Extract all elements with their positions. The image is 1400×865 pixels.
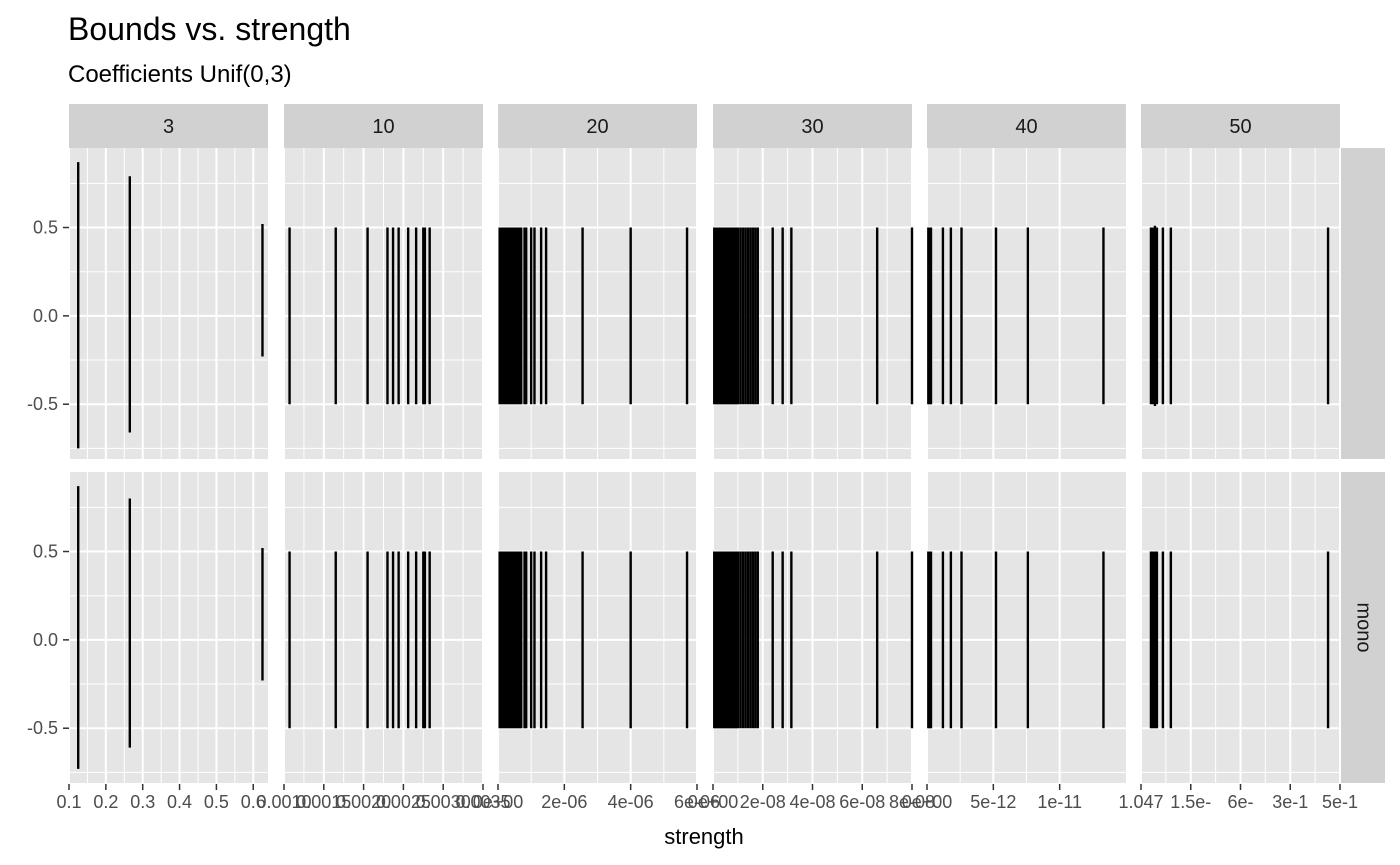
row-strip: [1341, 472, 1385, 783]
x-tick-label: 0.0015: [296, 792, 351, 812]
x-tick-label: 4e-06: [608, 792, 654, 812]
facet-strip: [69, 104, 268, 148]
x-tick-label: 0.6: [241, 792, 266, 812]
row-strip: [1341, 148, 1385, 459]
facet-strip: [498, 104, 697, 148]
x-tick-label: 6e-06: [674, 792, 720, 812]
x-tick-label: 0.4: [167, 792, 192, 812]
row-strip-label: mono: [1353, 602, 1375, 652]
x-tick-label: 0.1: [56, 792, 81, 812]
x-tick-label: 0e+00: [902, 792, 953, 812]
x-tick-label: 0.0035: [455, 792, 510, 812]
panel-background: [69, 472, 268, 783]
x-tick-label: 0.5: [204, 792, 229, 812]
facet-strip-label: 30: [801, 116, 823, 138]
x-axis-title: strength: [664, 824, 744, 849]
y-tick-label: 0.0: [33, 306, 58, 326]
x-tick-label: 0.0010: [256, 792, 311, 812]
facet-strip-label: 50: [1229, 116, 1251, 138]
x-tick-label: 4e-08: [789, 792, 835, 812]
facet-strip: [284, 104, 483, 148]
x-tick-label: 5e-12: [970, 792, 1016, 812]
facet-strip: [927, 104, 1126, 148]
facet-strip-label: 20: [586, 116, 608, 138]
x-tick-label: 3e-1: [1272, 792, 1308, 812]
facet-strip-label: 3: [163, 116, 174, 138]
y-tick-label: -0.5: [27, 394, 58, 414]
panel-grid: 3 10 20 30 40 50 mono -0.5 0.0 0.5 -0.5 0.0 0.5 0.1 0.…: [27, 104, 1385, 812]
panel-background: [69, 148, 268, 459]
x-tick-label: 1.047: [1118, 792, 1163, 812]
x-tick-label: 1.5e-: [1170, 792, 1211, 812]
facet-strip-label: 10: [372, 116, 394, 138]
facet-strip: [713, 104, 912, 148]
x-tick-label: 0.0020: [336, 792, 391, 812]
x-tick-label: 0.0025: [376, 792, 431, 812]
x-tick-label: 0e+00: [688, 792, 739, 812]
x-tick-label: 1e-11: [1037, 792, 1082, 812]
x-tick-label: 2e-08: [740, 792, 786, 812]
y-tick-label: 0.5: [33, 218, 58, 238]
y-tick-label: -0.5: [27, 718, 58, 738]
x-tick-label: 0.2: [93, 792, 118, 812]
x-tick-label: 6e-: [1227, 792, 1253, 812]
x-tick-label: 0e+00: [473, 792, 524, 812]
chart-subtitle: Coefficients Unif(0,3): [68, 61, 292, 88]
x-tick-label: 5e-1: [1322, 792, 1358, 812]
y-tick-label: 0.0: [33, 630, 58, 650]
facet-strip: [1141, 104, 1340, 148]
x-tick-label: 2e-06: [541, 792, 587, 812]
x-tick-label: 0.0030: [416, 792, 471, 812]
facet-strip-label: 40: [1015, 116, 1037, 138]
x-tick-label: 0.3: [130, 792, 155, 812]
chart-title: Bounds vs. strength: [68, 11, 351, 47]
x-tick-label: 6e-08: [839, 792, 885, 812]
x-tick-label: 8e-08: [889, 792, 935, 812]
y-tick-label: 0.5: [33, 542, 58, 562]
